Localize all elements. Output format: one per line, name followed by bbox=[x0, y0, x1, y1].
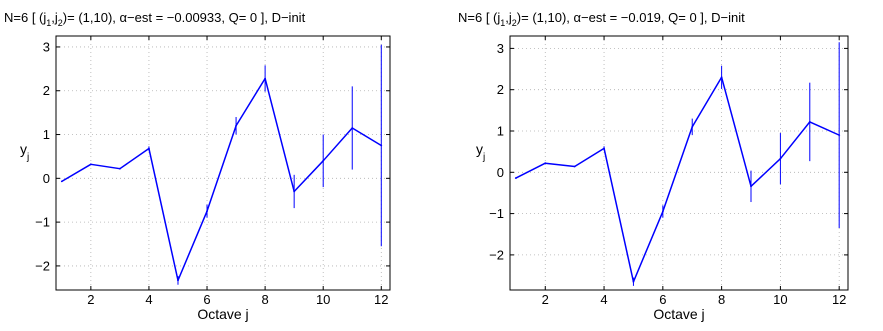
series-line bbox=[61, 77, 382, 282]
data-point-9 bbox=[750, 185, 752, 188]
y-tick-label: −1 bbox=[489, 206, 504, 221]
y-axis-label: yj bbox=[20, 141, 29, 163]
data-point-5 bbox=[632, 280, 635, 283]
data-point-10 bbox=[322, 159, 325, 162]
data-point-4 bbox=[603, 147, 605, 150]
x-tick-label: 8 bbox=[261, 292, 268, 307]
title-suffix: )= (1,10), α−est = −0.00933, Q= 0 ], D−i… bbox=[63, 10, 306, 25]
x-tick-label: 6 bbox=[659, 292, 666, 307]
y-tick-label: −1 bbox=[35, 215, 50, 230]
data-point-8 bbox=[720, 76, 723, 79]
title-mid: ,j bbox=[51, 10, 58, 25]
data-point-11 bbox=[808, 121, 811, 123]
y-axis-label-main: y bbox=[20, 141, 27, 157]
y-tick-label: 1 bbox=[43, 127, 50, 142]
title-prefix: N=6 [ (j bbox=[4, 10, 46, 25]
chart-title: N=6 [ (j1,j2)= (1,10), α−est = −0.019, Q… bbox=[458, 10, 745, 28]
data-point-7 bbox=[235, 124, 237, 127]
x-tick-label: 4 bbox=[600, 292, 607, 307]
x-tick-label: 12 bbox=[832, 292, 846, 307]
data-point-8 bbox=[264, 77, 267, 80]
data-point-6 bbox=[661, 210, 664, 213]
title-sub2: 2 bbox=[58, 18, 63, 28]
data-point-12 bbox=[838, 134, 841, 137]
title-mid: ,j bbox=[505, 10, 512, 25]
plot-area bbox=[55, 35, 391, 291]
y-tick-label: −2 bbox=[489, 247, 504, 262]
x-tick-label: 6 bbox=[203, 292, 210, 307]
chart-title: N=6 [ (j1,j2)= (1,10), α−est = −0.00933,… bbox=[4, 10, 306, 28]
title-suffix: )= (1,10), α−est = −0.019, Q= 0 ], D−ini… bbox=[517, 10, 745, 25]
y-axis-label-main: y bbox=[476, 141, 483, 157]
y-tick-label: 2 bbox=[497, 82, 504, 97]
x-tick-label: 2 bbox=[542, 292, 549, 307]
y-tick-label: −2 bbox=[35, 258, 50, 273]
plot-area bbox=[509, 35, 849, 291]
x-tick-label: 8 bbox=[718, 292, 725, 307]
y-tick-label: 1 bbox=[497, 123, 504, 138]
data-point-1 bbox=[514, 177, 517, 179]
y-tick-label: 3 bbox=[43, 39, 50, 54]
data-point-9 bbox=[293, 190, 296, 193]
x-axis-label: Octave j bbox=[653, 306, 704, 322]
data-point-5 bbox=[177, 279, 179, 282]
title-sub1: 1 bbox=[46, 18, 51, 28]
x-tick-label: 4 bbox=[145, 292, 152, 307]
y-tick-label: 2 bbox=[43, 83, 50, 98]
data-point-3 bbox=[118, 167, 121, 170]
data-point-1 bbox=[60, 180, 63, 183]
chart-panel-1: N=6 [ (j1,j2)= (1,10), α−est = −0.00933,… bbox=[4, 10, 391, 322]
y-tick-label: 0 bbox=[497, 165, 504, 180]
x-tick-label: 12 bbox=[374, 292, 388, 307]
data-point-10 bbox=[779, 157, 782, 160]
data-point-7 bbox=[691, 125, 694, 128]
chart-panel-2: N=6 [ (j1,j2)= (1,10), α−est = −0.019, Q… bbox=[458, 10, 849, 322]
x-axis-label: Octave j bbox=[197, 306, 248, 322]
data-point-2 bbox=[544, 162, 547, 165]
title-sub1: 1 bbox=[500, 18, 505, 28]
title-sub2: 2 bbox=[512, 18, 517, 28]
x-tick-label: 10 bbox=[316, 292, 330, 307]
title-prefix: N=6 [ (j bbox=[458, 10, 500, 25]
x-tick-label: 10 bbox=[773, 292, 787, 307]
data-point-11 bbox=[351, 127, 354, 129]
series-line bbox=[515, 76, 840, 283]
data-point-6 bbox=[206, 210, 208, 213]
y-axis-label-sub: j bbox=[26, 152, 29, 163]
y-axis-label: yj bbox=[476, 141, 485, 163]
y-axis-label-sub: j bbox=[482, 152, 485, 163]
data-point-12 bbox=[380, 144, 383, 147]
x-tick-label: 2 bbox=[87, 292, 94, 307]
y-tick-label: 3 bbox=[497, 41, 504, 56]
data-point-2 bbox=[89, 163, 92, 166]
data-point-4 bbox=[148, 147, 150, 150]
data-point-3 bbox=[573, 165, 576, 168]
y-tick-label: 0 bbox=[43, 171, 50, 186]
